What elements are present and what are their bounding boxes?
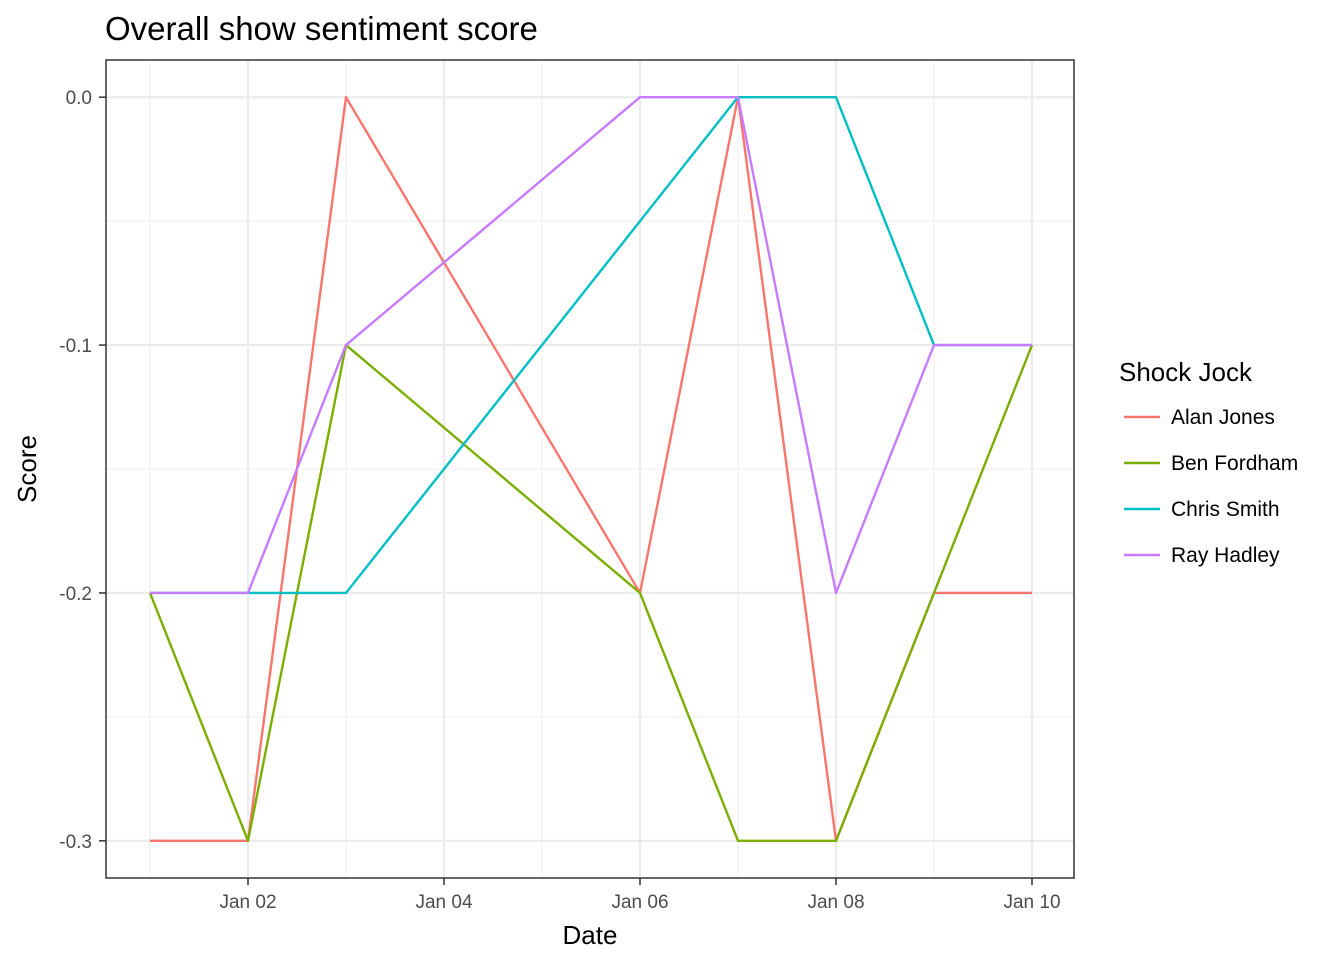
- x-tick-label: Jan 10: [1003, 892, 1060, 913]
- x-tick-label: Jan 02: [219, 892, 276, 913]
- y-tick-label: -0.1: [59, 336, 92, 357]
- legend-item: Alan Jones: [1124, 406, 1275, 429]
- legend-label: Ray Hadley: [1171, 544, 1280, 567]
- plot-panel: [105, 59, 1075, 879]
- x-tick-label: Jan 08: [807, 892, 864, 913]
- y-axis-title: Score: [12, 435, 42, 503]
- legend-label: Chris Smith: [1171, 498, 1280, 521]
- legend-label: Ben Fordham: [1171, 452, 1298, 475]
- legend: Shock Jock Alan Jones Ben Fordham Chris Sm…: [1119, 357, 1298, 567]
- y-tick-label: -0.3: [59, 832, 92, 853]
- legend-item: Chris Smith: [1124, 498, 1280, 521]
- x-axis-title: Date: [563, 920, 618, 950]
- panel-border: [105, 59, 1075, 879]
- legend-items: Alan Jones Ben Fordham Chris Smith Ray Hadl…: [1124, 406, 1298, 567]
- series-line-ben-fordham: [148, 343, 1034, 843]
- chart-title: Overall show sentiment score: [105, 10, 538, 47]
- x-axis: Jan 02 Jan 04 Jan 06 Jan 08 Jan 10: [219, 878, 1061, 913]
- x-tick-label: Jan 06: [611, 892, 668, 913]
- x-tick-label: Jan 04: [415, 892, 472, 913]
- y-tick-label: 0.0: [66, 88, 92, 109]
- legend-title: Shock Jock: [1119, 357, 1253, 387]
- legend-label: Alan Jones: [1171, 406, 1275, 429]
- y-tick-label: -0.2: [59, 584, 92, 605]
- legend-item: Ray Hadley: [1124, 544, 1280, 567]
- series-line-ray-hadley: [150, 95, 1032, 595]
- series-lines: [148, 95, 1034, 843]
- y-axis: 0.0 -0.1 -0.2 -0.3: [59, 88, 106, 853]
- minor-gridlines: [106, 60, 1074, 878]
- legend-item: Ben Fordham: [1124, 452, 1298, 475]
